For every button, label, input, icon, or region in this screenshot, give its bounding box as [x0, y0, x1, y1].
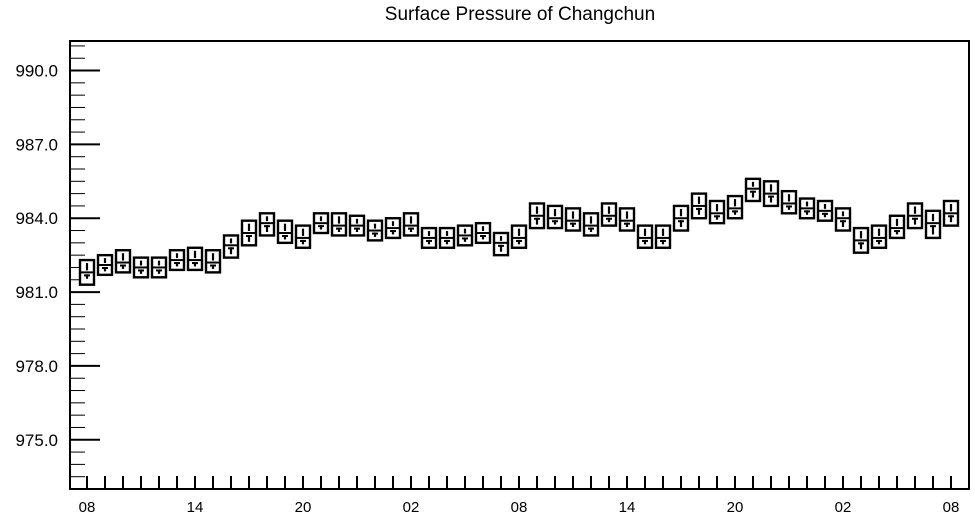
box-body — [222, 234, 240, 259]
box-mark — [888, 214, 906, 240]
box-body — [870, 224, 888, 249]
box-mark — [312, 212, 330, 235]
box-body — [780, 189, 798, 215]
box-mark — [636, 224, 654, 249]
box-mark — [330, 212, 348, 237]
box-mark — [762, 180, 780, 208]
x-tick-label: 20 — [727, 499, 744, 516]
box-mark — [96, 253, 114, 277]
box-mark — [564, 207, 582, 232]
box-mark — [294, 224, 312, 249]
box-body — [294, 224, 312, 249]
x-tick-label: 02 — [835, 499, 852, 516]
box-body — [834, 207, 852, 232]
box-mark — [672, 204, 690, 232]
box-mark — [600, 202, 618, 227]
box-mark — [690, 192, 708, 220]
box-mark — [438, 226, 456, 249]
box-mark — [726, 194, 744, 220]
x-tick-label: 20 — [295, 499, 312, 516]
box-body — [186, 246, 204, 272]
box-mark — [510, 224, 528, 249]
box-body — [888, 214, 906, 240]
box-body — [114, 249, 132, 274]
box-mark — [834, 207, 852, 232]
x-tick-label: 08 — [511, 499, 528, 516]
box-body — [402, 212, 420, 237]
box-mark — [366, 219, 384, 242]
box-body — [204, 249, 222, 274]
box-body — [636, 224, 654, 249]
x-tick-label: 08 — [79, 499, 96, 516]
x-tick-label: 14 — [187, 499, 204, 516]
x-tick-label: 08 — [943, 499, 960, 516]
box-mark — [276, 219, 294, 245]
box-body — [258, 212, 276, 237]
box-mark — [114, 249, 132, 274]
box-mark — [744, 177, 762, 203]
box-body — [510, 224, 528, 249]
box-mark — [870, 224, 888, 249]
box-body — [618, 207, 636, 232]
box-mark — [168, 249, 186, 272]
box-body — [276, 219, 294, 245]
box-body — [924, 209, 942, 240]
box-body — [330, 212, 348, 237]
chart-title: Surface Pressure of Changchun — [384, 4, 656, 25]
box-mark — [474, 221, 492, 245]
box-body — [744, 177, 762, 203]
box-body — [654, 224, 672, 249]
y-tick-label: 990.0 — [15, 62, 58, 81]
box-body — [600, 202, 618, 227]
box-mark — [924, 209, 942, 240]
box-series — [78, 177, 960, 286]
y-axis: 975.0 978.0 981.0 984.0 987.0 990.0 — [15, 45, 100, 490]
box-mark — [402, 212, 420, 237]
box-body — [546, 204, 564, 230]
box-mark — [204, 249, 222, 274]
box-mark — [816, 199, 834, 222]
box-mark — [618, 207, 636, 232]
box-mark — [492, 231, 510, 257]
box-body — [492, 231, 510, 257]
box-mark — [942, 199, 960, 227]
y-tick-label: 987.0 — [15, 135, 58, 154]
box-mark — [222, 234, 240, 259]
box-mark — [906, 202, 924, 230]
box-mark — [240, 219, 258, 247]
box-mark — [186, 246, 204, 272]
box-mark — [780, 189, 798, 215]
y-tick-label: 984.0 — [15, 209, 58, 228]
box-body — [582, 212, 600, 237]
x-tick-label: 02 — [403, 499, 420, 516]
box-mark — [654, 224, 672, 249]
box-mark — [258, 212, 276, 237]
box-mark — [798, 197, 816, 220]
box-body — [726, 194, 744, 220]
box-mark — [582, 212, 600, 237]
x-tick-label: 14 — [619, 499, 636, 516]
y-tick-label: 978.0 — [15, 357, 58, 376]
box-mark — [528, 202, 546, 230]
box-body — [564, 207, 582, 232]
y-tick-label: 981.0 — [15, 283, 58, 302]
box-mark — [384, 217, 402, 240]
y-tick-label: 975.0 — [15, 431, 58, 450]
box-mark — [132, 256, 150, 279]
x-axis: 08 14 20 02 08 14 20 02 08 — [79, 476, 960, 516]
box-mark — [852, 226, 870, 254]
box-mark — [456, 224, 474, 247]
box-mark — [708, 199, 726, 225]
box-mark — [546, 204, 564, 230]
box-mark — [348, 214, 366, 237]
box-mark — [78, 258, 96, 286]
box-mark — [150, 256, 168, 279]
box-body — [708, 199, 726, 225]
box-mark — [420, 226, 438, 249]
